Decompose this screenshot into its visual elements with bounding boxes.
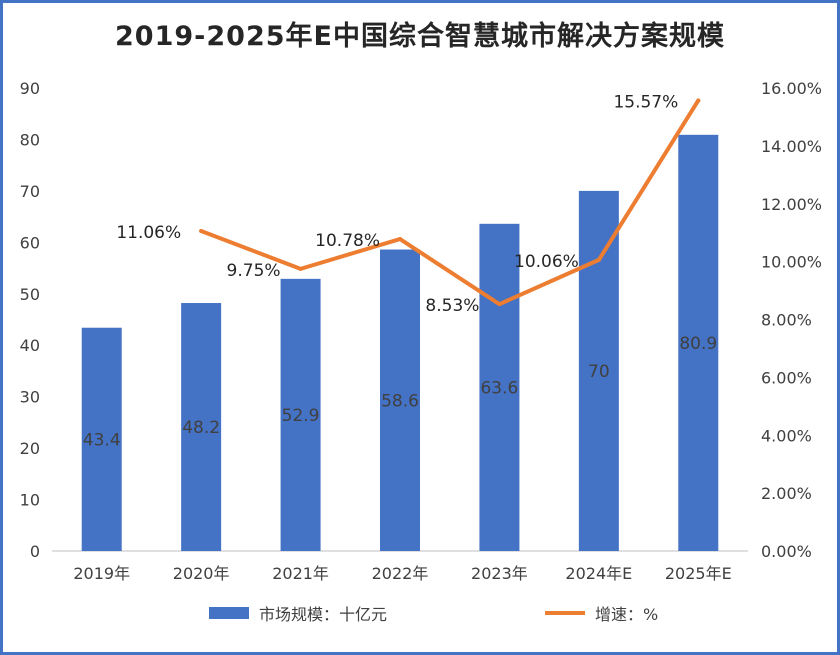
legend-bar-label: 市场规模：十亿元 — [259, 605, 388, 624]
legend-line-label: 增速：% — [595, 605, 659, 624]
bar-data-label: 58.6 — [381, 391, 419, 411]
x-tick-label: 2025年E — [665, 564, 732, 583]
growth-data-label: 11.06% — [116, 223, 181, 243]
chart-title: 2019-2025年E中国综合智慧城市解决方案规模 — [115, 21, 725, 52]
y-left-tick: 10 — [20, 491, 40, 510]
growth-data-label: 8.53% — [425, 296, 479, 316]
y-left-tick: 20 — [20, 439, 40, 458]
growth-data-label: 9.75% — [227, 261, 281, 281]
growth-line — [199, 98, 701, 307]
bar — [280, 278, 321, 551]
growth-data-label: 15.57% — [613, 92, 678, 112]
bar — [380, 249, 420, 551]
growth-point — [497, 302, 502, 307]
legend: 市场规模：十亿元 增速：% — [0, 601, 840, 629]
y-right-tick: 10.00% — [761, 253, 822, 272]
growth-data-label: 10.78% — [315, 231, 380, 251]
y-right-tick: 6.00% — [761, 368, 812, 387]
y-right-tick: 2.00% — [761, 484, 812, 503]
x-tick-label: 2022年 — [372, 564, 429, 583]
y-left-tick: 80 — [20, 130, 40, 149]
y-left-tick: 70 — [20, 182, 40, 201]
legend-item-bar: 市场规模：十亿元 — [209, 601, 387, 625]
y-right-tick: 12.00% — [761, 195, 822, 214]
bar — [181, 303, 222, 551]
x-tick-label: 2024年E — [565, 564, 632, 583]
x-tick-label: 2020年 — [173, 564, 230, 583]
growth-point — [696, 98, 701, 103]
y-left-tick: 40 — [20, 336, 40, 355]
growth-data-label: 10.06% — [514, 252, 579, 272]
growth-point — [199, 228, 204, 233]
y-left-tick: 90 — [20, 79, 40, 98]
bar-data-label: 63.6 — [480, 378, 518, 398]
bar-data-label: 43.4 — [83, 430, 121, 450]
x-tick-label: 2019年 — [73, 564, 130, 583]
y-right-tick: 4.00% — [761, 426, 812, 445]
bar-data-label: 70 — [588, 362, 610, 382]
y-left-tick: 30 — [20, 388, 40, 407]
y-left-tick: 50 — [20, 285, 40, 304]
bar — [479, 223, 520, 551]
y-right-tick: 16.00% — [761, 79, 822, 98]
bar — [81, 327, 122, 551]
y-left-tick: 0 — [30, 542, 40, 561]
y-right-tick: 8.00% — [761, 311, 812, 330]
growth-point — [298, 266, 303, 271]
bar-data-label: 52.9 — [282, 406, 320, 426]
y-right-tick: 14.00% — [761, 137, 822, 156]
bar-data-label: 80.9 — [679, 334, 717, 354]
legend-line-swatch — [545, 611, 585, 615]
growth-point — [596, 257, 601, 262]
legend-item-line: 增速：% — [545, 601, 658, 625]
y-left-tick: 60 — [20, 233, 40, 252]
x-tick-label: 2021年 — [272, 564, 329, 583]
bar — [678, 134, 719, 551]
bar-data-label: 48.2 — [182, 418, 220, 438]
y-right-tick: 0.00% — [761, 542, 812, 561]
legend-bar-swatch — [209, 607, 249, 619]
growth-point — [398, 237, 402, 242]
x-tick-label: 2023年 — [471, 564, 528, 583]
bar — [578, 190, 619, 551]
